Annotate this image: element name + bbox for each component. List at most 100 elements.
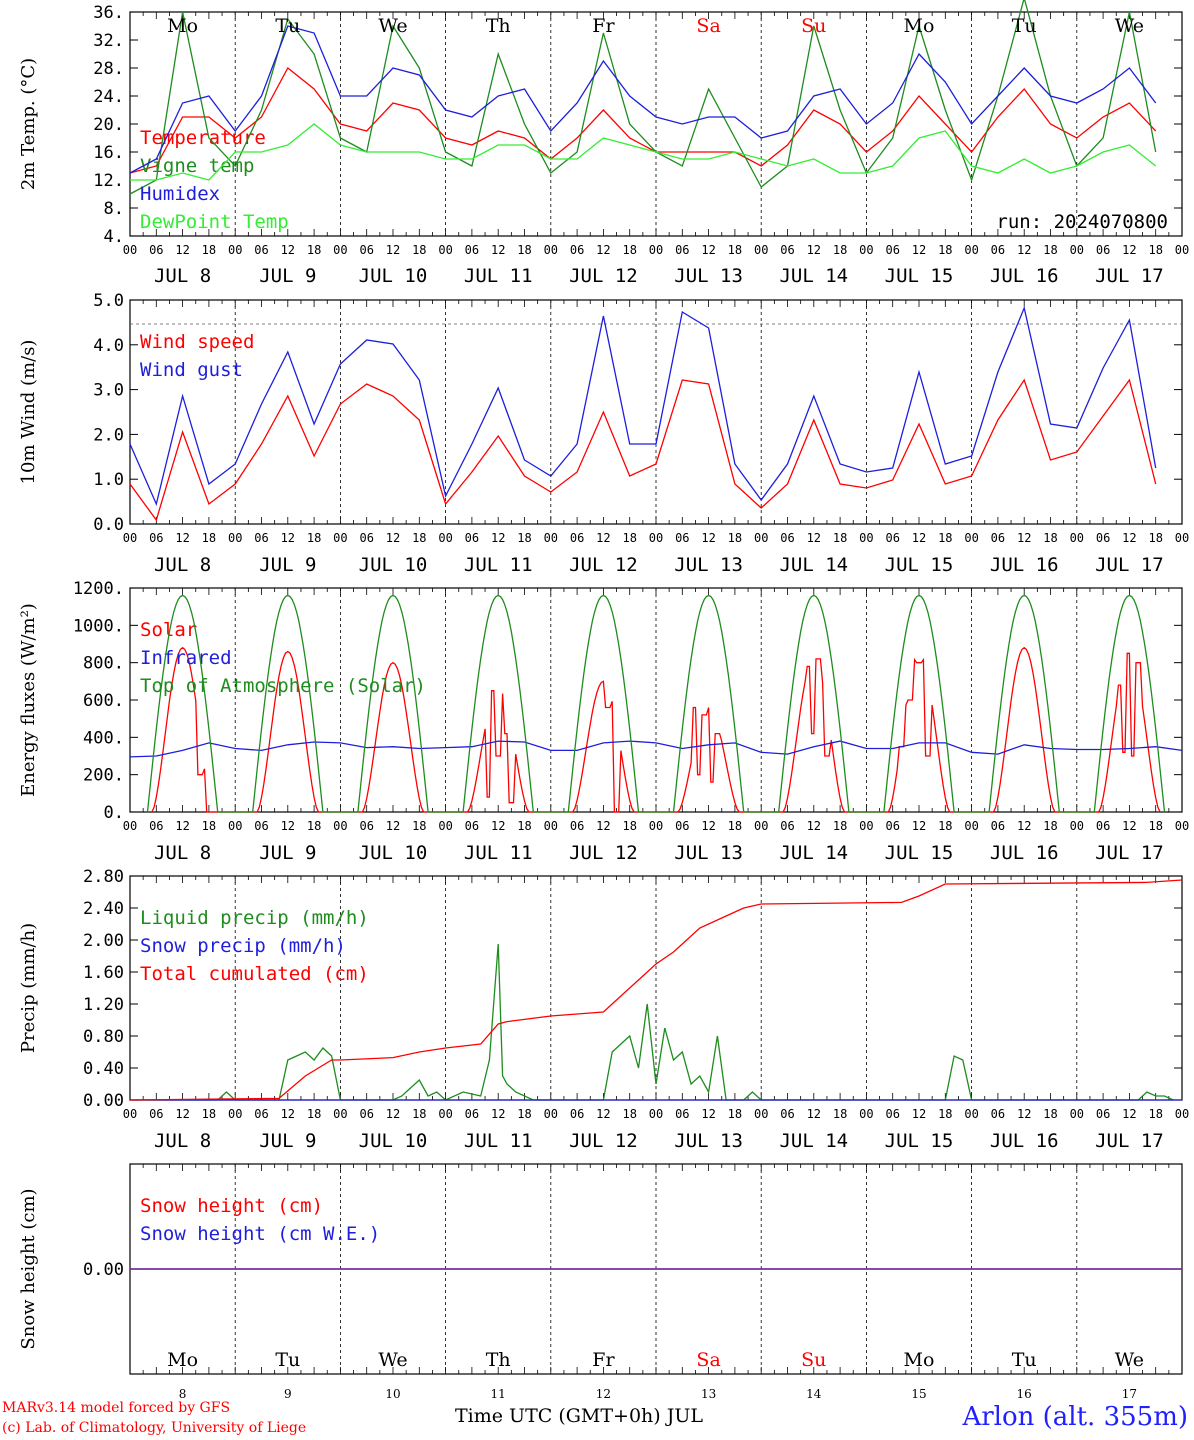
hour-tick-label: 00 — [333, 819, 347, 833]
hour-tick-label: 12 — [1122, 1107, 1136, 1121]
hour-tick-label: 06 — [465, 243, 479, 257]
day-name-label: Sa — [696, 15, 720, 37]
date-label: JUL 17 — [1095, 265, 1164, 287]
hour-tick-label: 18 — [938, 243, 952, 257]
y-tick-label: 20. — [93, 115, 124, 135]
footer-model-credit: MARv3.14 model forced by GFS — [2, 1400, 231, 1416]
hour-tick-label: 18 — [1043, 531, 1057, 545]
date-label: JUL 11 — [464, 842, 533, 864]
hour-tick-label: 12 — [807, 243, 821, 257]
hour-tick-label: 00 — [964, 243, 978, 257]
day-name-label: Mo — [904, 1349, 935, 1371]
day-name-label: Tu — [275, 15, 300, 37]
hour-tick-label: 12 — [175, 1107, 189, 1121]
hour-tick-label: 18 — [202, 243, 216, 257]
hour-tick-label: 12 — [1122, 243, 1136, 257]
hour-tick-label: 06 — [991, 243, 1005, 257]
hour-tick-label: 18 — [202, 531, 216, 545]
hour-tick-label: 18 — [833, 819, 847, 833]
date-label: JUL 15 — [885, 265, 954, 287]
y-tick-label: 36. — [93, 3, 124, 23]
hour-tick-label: 12 — [1017, 1107, 1031, 1121]
day-name-label: Tu — [1012, 1349, 1037, 1371]
legend-entry: Infrared — [140, 647, 232, 669]
meteogram-chart: 4. 8. 12. 16. 20. 24. 28. 32. 36. 2m Temp. (°C) 00… — [18, 0, 1189, 1400]
date-label: JUL 9 — [259, 265, 316, 287]
date-label: JUL 14 — [779, 265, 848, 287]
y-tick-label: 0.00 — [83, 1091, 124, 1111]
hour-tick-label: 06 — [780, 531, 794, 545]
hour-tick-label: 06 — [885, 819, 899, 833]
date-number-label: 13 — [701, 1387, 716, 1400]
y-tick-label: 28. — [93, 59, 124, 79]
hour-tick-label: 06 — [570, 819, 584, 833]
hour-tick-label: 00 — [228, 819, 242, 833]
y-tick-label: 4.0 — [93, 336, 124, 356]
y-axis-title: 2m Temp. (°C) — [18, 58, 39, 190]
date-label: JUL 8 — [154, 842, 211, 864]
hour-tick-label: 06 — [570, 1107, 584, 1121]
hour-tick-label: 12 — [281, 243, 295, 257]
date-label: JUL 12 — [569, 554, 638, 576]
date-label: JUL 8 — [154, 265, 211, 287]
hour-tick-label: 00 — [649, 243, 663, 257]
hour-tick-label: 00 — [228, 1107, 242, 1121]
hour-tick-label: 00 — [438, 1107, 452, 1121]
y-tick-label: 0.40 — [83, 1059, 124, 1079]
y-tick-label: 0. — [104, 803, 124, 823]
hour-tick-label: 18 — [1148, 531, 1162, 545]
y-tick-label: 12. — [93, 171, 124, 191]
hour-tick-label: 18 — [938, 819, 952, 833]
y-tick-label: 1000. — [73, 616, 124, 636]
hour-tick-label: 12 — [596, 531, 610, 545]
hour-tick-label: 18 — [517, 1107, 531, 1121]
date-label: JUL 16 — [990, 265, 1059, 287]
day-name-label: Fr — [592, 15, 615, 37]
hour-tick-label: 12 — [912, 819, 926, 833]
legend-entry: Solar — [140, 619, 197, 641]
legend-entry: Vigne temp — [140, 155, 254, 177]
hour-tick-label: 18 — [307, 819, 321, 833]
hour-tick-label: 06 — [885, 243, 899, 257]
hour-tick-label: 00 — [123, 243, 137, 257]
hour-tick-label: 00 — [123, 819, 137, 833]
hour-tick-label: 18 — [833, 531, 847, 545]
hour-tick-label: 12 — [1122, 531, 1136, 545]
hour-tick-label: 18 — [307, 1107, 321, 1121]
hour-tick-label: 00 — [1175, 243, 1189, 257]
hour-tick-label: 12 — [807, 819, 821, 833]
y-tick-label: 400. — [83, 728, 124, 748]
hour-tick-label: 06 — [149, 531, 163, 545]
hour-tick-label: 06 — [675, 1107, 689, 1121]
y-tick-label: 1.0 — [93, 470, 124, 490]
date-label: JUL 11 — [464, 265, 533, 287]
date-label: JUL 15 — [885, 554, 954, 576]
series-line-wind-speed — [129, 378, 1157, 522]
hour-tick-label: 00 — [228, 531, 242, 545]
hour-tick-label: 00 — [544, 1107, 558, 1121]
hour-tick-label: 06 — [780, 819, 794, 833]
hour-tick-label: 06 — [1096, 1107, 1110, 1121]
date-label: JUL 15 — [885, 842, 954, 864]
day-name-label: Mo — [904, 15, 935, 37]
hour-tick-label: 00 — [964, 819, 978, 833]
y-tick-label: 1200. — [73, 579, 124, 599]
hour-tick-label: 00 — [649, 1107, 663, 1121]
date-label: JUL 8 — [154, 1130, 211, 1152]
day-name-label: Su — [801, 15, 826, 37]
panel-2: 0.0 1.0 2.0 3.0 4.0 5.0 10m Wind (m/s) 00 06 12 18… — [18, 291, 1189, 576]
hour-tick-label: 00 — [1070, 243, 1084, 257]
hour-tick-label: 06 — [465, 531, 479, 545]
series-line-infrared — [129, 740, 1183, 758]
hour-tick-label: 12 — [491, 819, 505, 833]
series-line-wind-gust — [129, 305, 1157, 507]
hour-tick-label: 12 — [701, 531, 715, 545]
hour-tick-label: 18 — [728, 819, 742, 833]
hour-tick-label: 00 — [754, 243, 768, 257]
hour-tick-label: 12 — [701, 819, 715, 833]
y-tick-label: 5.0 — [93, 291, 124, 311]
series-line-top-of-atmosphere-solar- — [146, 594, 1166, 813]
y-tick-label: 2.40 — [83, 899, 124, 919]
hour-tick-label: 06 — [991, 1107, 1005, 1121]
x-axis-title: Time UTC (GMT+0h) JUL — [455, 1405, 703, 1427]
